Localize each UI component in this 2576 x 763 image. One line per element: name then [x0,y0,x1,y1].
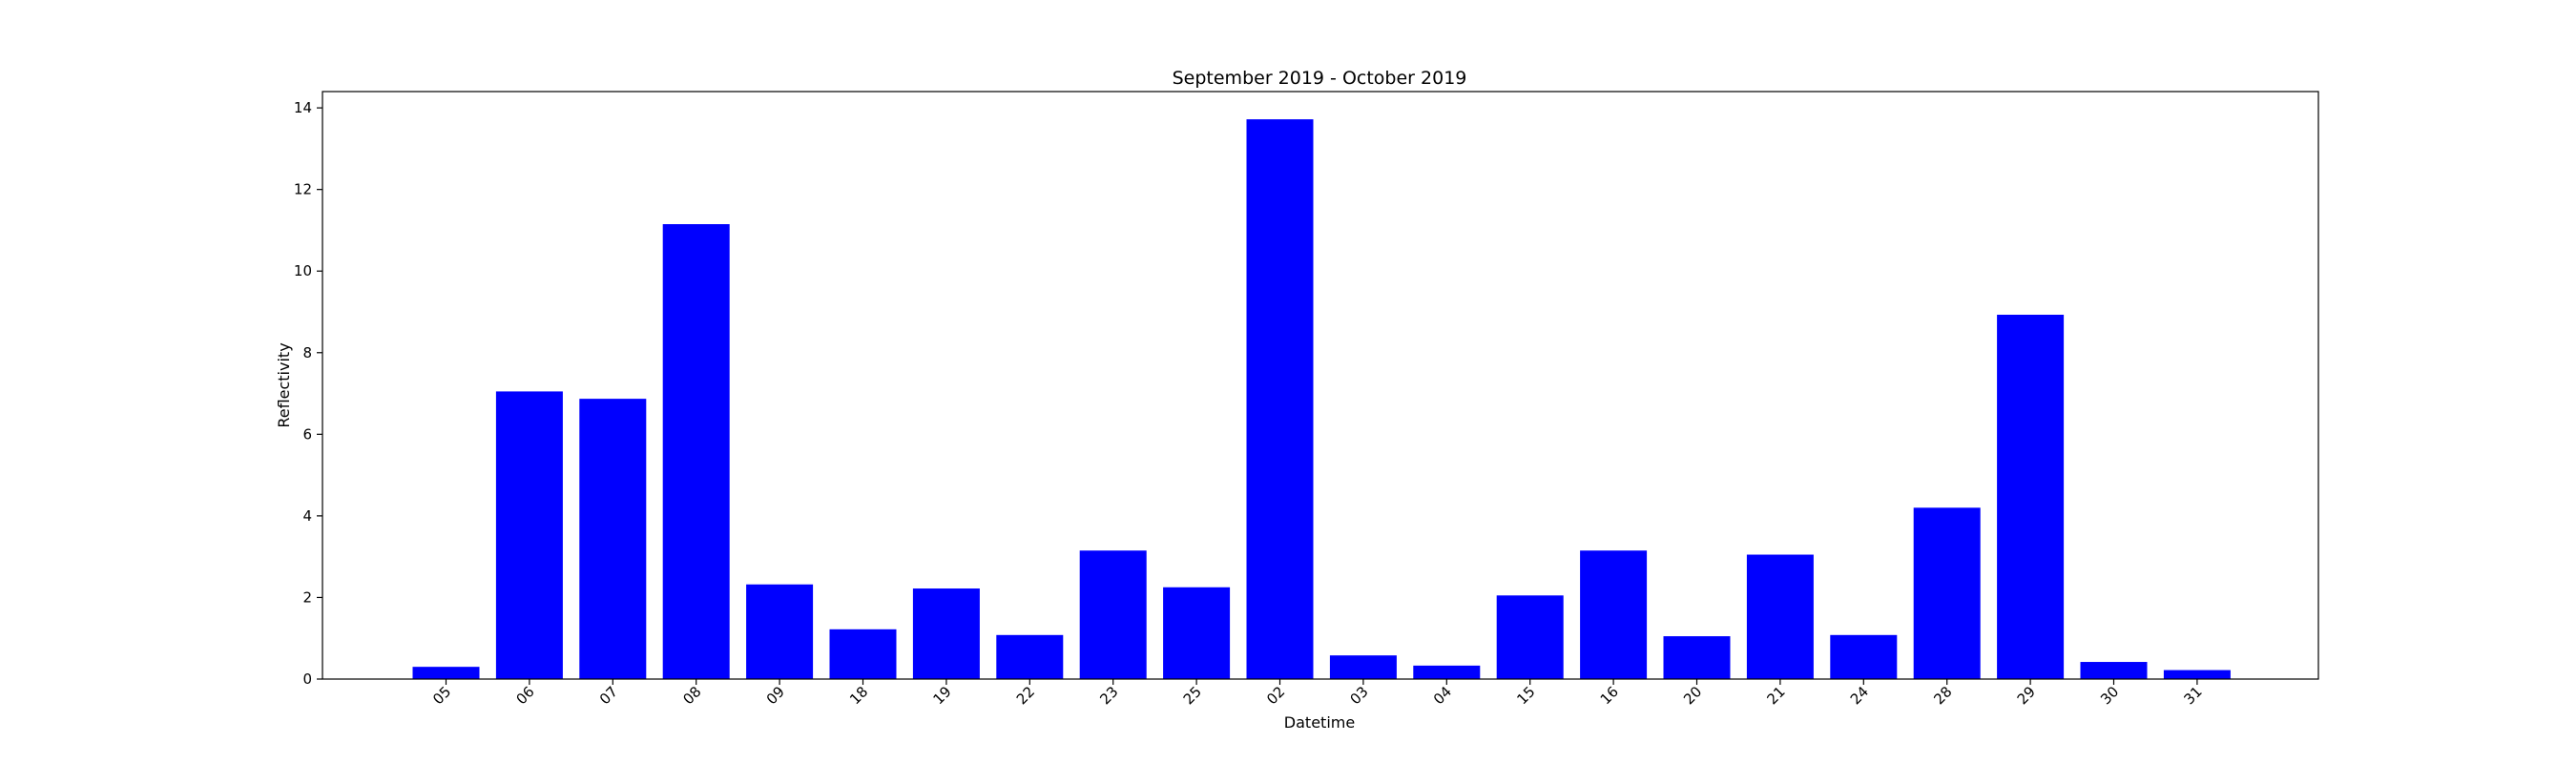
x-tick-label: 31 [2180,683,2205,708]
y-tick-label: 2 [302,588,312,606]
x-axis-label: Datetime [1284,713,1355,732]
x-tick-label: 30 [2097,683,2122,708]
y-tick-label: 6 [302,425,312,443]
plot-frame [322,91,2319,680]
y-tick-label: 10 [294,262,312,279]
bar-08 [662,224,730,679]
y-tick-label: 8 [302,344,312,361]
bar-21 [1746,554,1814,679]
x-tick-label: 08 [679,683,704,708]
y-tick-label: 0 [302,670,312,688]
chart-title: September 2019 - October 2019 [1173,68,1467,89]
bar-04 [1413,665,1481,679]
y-tick-label: 12 [294,181,312,198]
x-tick-label: 06 [512,683,537,708]
bar-29 [1997,314,2065,679]
bar-28 [1913,507,1981,679]
bar-02 [1246,119,1314,680]
bar-05 [412,667,480,679]
bars-group [412,119,2231,680]
bar-31 [2163,670,2231,679]
x-tick-label: 04 [1430,683,1455,708]
x-tick-label: 23 [1096,683,1121,708]
x-tick-label: 03 [1346,683,1371,708]
x-tick-label: 24 [1847,683,1872,708]
x-tick-label: 28 [1930,683,1955,708]
y-tick-label: 4 [302,507,312,525]
bar-22 [996,634,1064,679]
bar-20 [1663,636,1731,679]
bar-16 [1580,550,1648,679]
x-tick-label: 22 [1013,683,1038,708]
y-axis-label: Reflectivity [275,342,293,427]
x-tick-label: 18 [846,683,871,708]
x-axis: 05 06 07 08 09 18 19 22 23 25 02 03 04 15 16 20 21 24 28 29… [429,679,2206,708]
y-tick-label: 14 [294,99,312,116]
bar-23 [1079,550,1147,679]
bar-03 [1329,655,1397,679]
bar-30 [2080,662,2148,679]
bar-09 [746,584,814,679]
bar-19 [912,588,980,679]
x-tick-label: 20 [1680,683,1705,708]
x-tick-label: 05 [429,683,454,708]
x-tick-label: 21 [1763,683,1788,708]
y-axis: 0 2 4 6 8 10 12 14 [294,99,322,688]
x-tick-label: 07 [596,683,621,708]
bar-06 [495,391,563,679]
x-tick-label: 19 [929,683,954,708]
x-tick-label: 15 [1513,683,1538,708]
bar-07 [579,399,647,679]
x-tick-label: 16 [1597,683,1622,708]
bar-15 [1496,595,1564,679]
x-tick-label: 29 [2014,683,2039,708]
x-tick-label: 09 [763,683,788,708]
x-tick-label: 02 [1263,683,1288,708]
bar-18 [829,629,897,679]
bar-24 [1830,634,1898,679]
x-tick-label: 25 [1180,683,1205,708]
bar-25 [1163,587,1231,679]
